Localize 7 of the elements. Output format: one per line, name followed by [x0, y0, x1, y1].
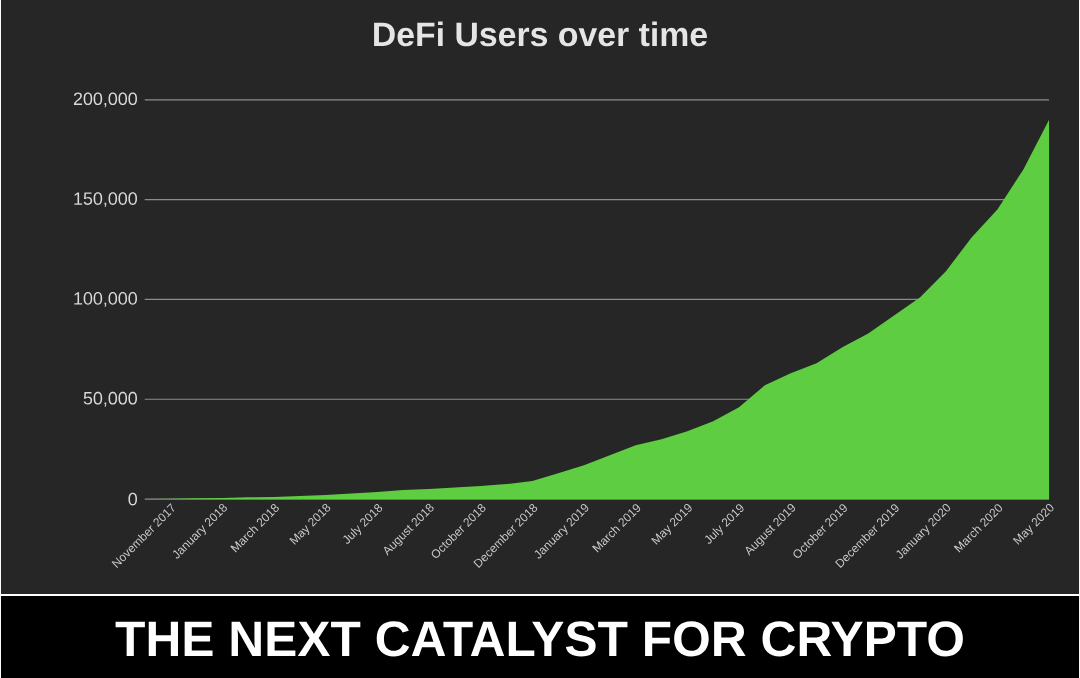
y-tick-label: 100,000 [74, 291, 138, 307]
text: THE NEXT CATALYST FOR CRYPTO [115, 620, 963, 657]
y-tick-label: 0 [128, 492, 138, 506]
y-tick-label: 50,000 [83, 391, 138, 407]
chart-title: DeFi Users over time [374, 21, 707, 46]
y-tick-label: 150,000 [74, 191, 138, 207]
y-tick-label: 200,000 [73, 92, 138, 107]
